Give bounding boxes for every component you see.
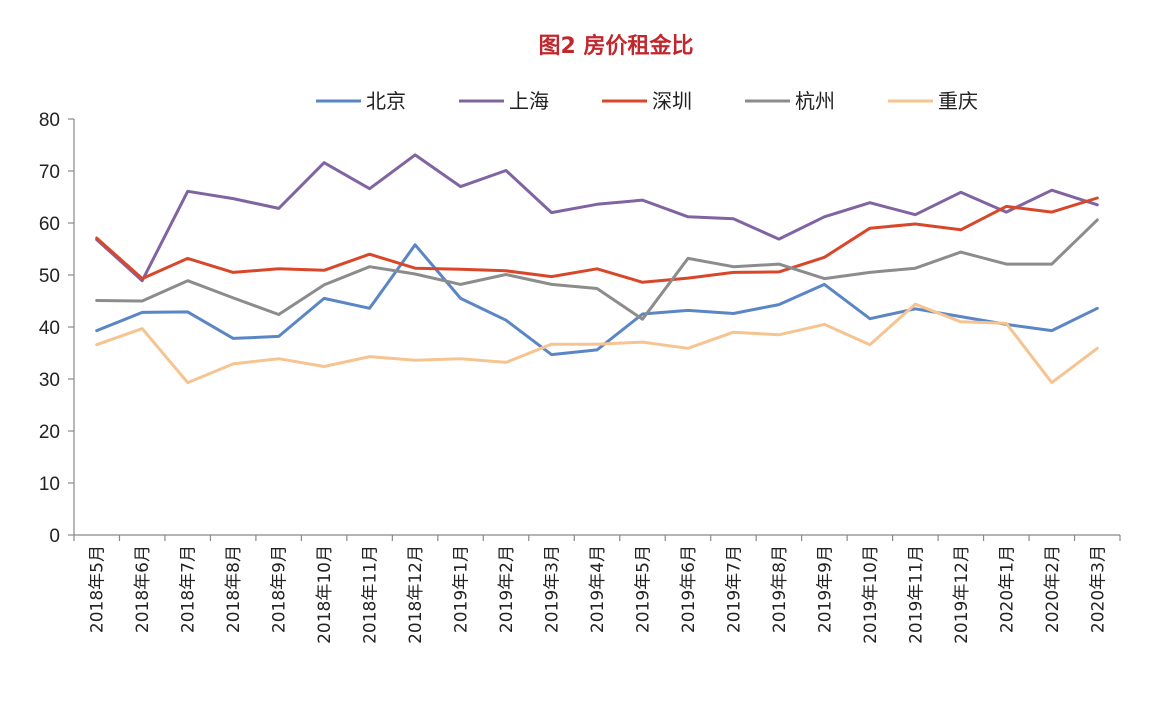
chart-title: 图2 房价租金比 bbox=[538, 34, 694, 59]
legend-label: 深圳 bbox=[652, 89, 692, 113]
x-tick-label: 2018年10月 bbox=[315, 545, 335, 644]
series-line bbox=[95, 153, 1099, 283]
x-tick-label: 2019年2月 bbox=[497, 545, 517, 633]
y-tick-label: 30 bbox=[39, 370, 60, 391]
series-line bbox=[95, 218, 1099, 321]
x-tick-label: 2019年9月 bbox=[815, 545, 835, 633]
y-tick-label: 50 bbox=[39, 266, 60, 287]
x-tick-label: 2018年9月 bbox=[270, 545, 290, 633]
y-tick-label: 70 bbox=[39, 162, 60, 183]
axes: 0 10 20 30 40 50 60 70 80 2018年5月 2018年6月 2018年7月 20… bbox=[39, 110, 1121, 644]
y-tick-label: 60 bbox=[39, 214, 60, 235]
x-tick-label: 2019年8月 bbox=[770, 545, 790, 633]
x-tick-label: 2018年5月 bbox=[88, 545, 108, 633]
x-tick-label: 2019年1月 bbox=[452, 545, 472, 633]
x-tick-label: 2018年8月 bbox=[224, 545, 244, 633]
x-tick-label: 2019年11月 bbox=[906, 545, 926, 644]
legend-label: 重庆 bbox=[938, 89, 978, 113]
y-tick-label: 80 bbox=[39, 110, 60, 131]
series-lines bbox=[95, 153, 1099, 385]
y-tick-label: 20 bbox=[39, 422, 60, 443]
x-tick-label: 2020年3月 bbox=[1088, 545, 1108, 633]
x-tick-label: 2019年7月 bbox=[724, 545, 744, 633]
x-tick-label: 2018年12月 bbox=[406, 545, 426, 644]
x-tick-label: 2018年11月 bbox=[361, 545, 381, 644]
legend-label: 杭州 bbox=[795, 89, 835, 113]
x-tick-label: 2018年6月 bbox=[133, 545, 153, 633]
legend-label: 上海 bbox=[509, 89, 549, 113]
x-tick-label: 2020年1月 bbox=[997, 545, 1017, 633]
series-line bbox=[95, 196, 1099, 284]
y-tick-label: 10 bbox=[39, 474, 60, 495]
y-tick-label: 0 bbox=[49, 526, 60, 547]
x-tick-label: 2018年7月 bbox=[179, 545, 199, 633]
x-tick-label: 2019年5月 bbox=[633, 545, 653, 633]
legend-label: 北京 bbox=[366, 89, 406, 113]
x-tick-label: 2020年2月 bbox=[1043, 545, 1063, 633]
x-tick-label: 2019年10月 bbox=[861, 545, 881, 644]
x-tick-label: 2019年12月 bbox=[952, 545, 972, 644]
series-line bbox=[95, 243, 1099, 357]
x-tick-label: 2019年6月 bbox=[679, 545, 699, 633]
x-tick-label: 2019年3月 bbox=[543, 545, 563, 633]
x-tick-label: 2019年4月 bbox=[588, 545, 608, 633]
y-tick-label: 40 bbox=[39, 318, 60, 339]
series-line bbox=[95, 302, 1099, 385]
legend: 北京 上海 深圳 杭州 重庆 bbox=[316, 89, 978, 113]
